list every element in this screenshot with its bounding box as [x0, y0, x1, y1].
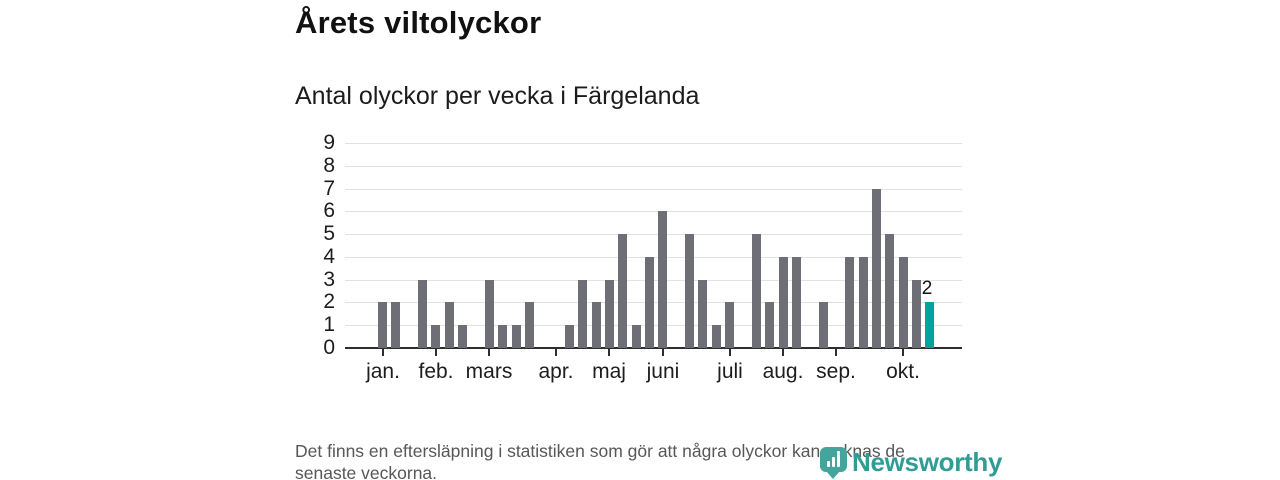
x-axis-tick-aug — [782, 349, 784, 356]
x-axis-tick-maj — [608, 349, 610, 356]
x-axis-tick-jan — [382, 349, 384, 356]
gridline-y8 — [345, 166, 962, 167]
x-axis-line — [345, 347, 962, 349]
bar-week-41 — [912, 280, 921, 348]
bar-week-32 — [791, 257, 801, 348]
x-axis-label-sep: sep. — [816, 360, 856, 383]
newsworthy-logo: Newsworthy — [818, 443, 1002, 480]
x-axis-label-maj: maj — [592, 360, 626, 383]
x-axis-label-mars: mars — [465, 360, 513, 383]
gridline-y6 — [345, 211, 962, 212]
y-tick-label-7: 7 — [323, 177, 335, 200]
bar-week-18 — [604, 280, 614, 348]
bar-week-17 — [591, 302, 601, 348]
bar-week-7 — [458, 325, 468, 348]
bar-week-4 — [418, 280, 428, 348]
y-tick-label-1: 1 — [323, 313, 335, 336]
chart-subtitle: Antal olyckor per vecka i Färgelanda — [295, 82, 700, 110]
map-pin-tip — [826, 471, 840, 479]
bar-week-11 — [511, 325, 521, 348]
x-axis-tick-okt — [902, 349, 904, 356]
y-tick-label-9: 9 — [323, 131, 335, 154]
bar-week-5 — [431, 325, 441, 348]
bar-week-30 — [765, 302, 775, 348]
y-tick-label-4: 4 — [323, 245, 335, 268]
page-title: Årets viltolyckor — [295, 5, 542, 40]
x-axis-tick-apr — [555, 349, 557, 356]
x-axis-tick-feb — [435, 349, 437, 356]
bar-week-24 — [685, 234, 695, 348]
bar-week-2 — [391, 302, 401, 348]
footnote-line: Det finns en eftersläpning i statistiken… — [295, 441, 905, 461]
x-axis-label-feb: feb. — [418, 360, 454, 383]
bar-week-29 — [751, 234, 761, 348]
bar-week-31 — [778, 257, 788, 348]
x-axis-label-juli: juli — [717, 360, 743, 383]
plot-area — [345, 143, 962, 349]
x-axis-tick-mars — [488, 349, 490, 356]
y-tick-label-3: 3 — [323, 268, 335, 291]
map-pin-barchart-icon — [820, 447, 847, 472]
x-axis-label-apr: apr. — [538, 360, 574, 383]
gridline-y7 — [345, 189, 962, 190]
y-tick-label-2: 2 — [323, 290, 335, 313]
bar-week-38 — [871, 189, 881, 348]
y-tick-label-6: 6 — [323, 199, 335, 222]
bar-week-6 — [444, 302, 454, 348]
bar-week-16 — [578, 280, 588, 348]
bar-week-36 — [845, 257, 855, 348]
bar-week-26 — [711, 325, 721, 348]
bar-week-15 — [564, 325, 574, 348]
bar-week-34 — [818, 302, 828, 348]
bar-week-27 — [725, 302, 735, 348]
gridline-y5 — [345, 234, 962, 235]
bar-week-19 — [618, 234, 628, 348]
bar-week-25 — [698, 280, 708, 348]
y-tick-label-0: 0 — [323, 336, 335, 359]
x-axis-label-juni: juni — [646, 360, 680, 383]
x-axis-tick-juni — [662, 349, 664, 356]
footnote-line: senaste veckorna. — [295, 463, 438, 480]
y-tick-label-8: 8 — [323, 154, 335, 177]
bar-week-22 — [658, 211, 668, 348]
bar-week-20 — [631, 325, 641, 348]
bar-week-37 — [858, 257, 868, 348]
bar-week-10 — [498, 325, 508, 348]
logo-wordmark: Newsworthy — [852, 447, 1003, 477]
bar-week-42 — [925, 302, 935, 348]
gridline-y9 — [345, 143, 962, 144]
x-axis-label-okt: okt. — [886, 360, 920, 383]
x-axis-tick-juli — [729, 349, 731, 356]
footnote: Det finns en eftersläpning i statistiken… — [295, 440, 905, 480]
latest-bar-value-label: 2 — [921, 278, 933, 299]
bar-week-12 — [524, 302, 534, 348]
bar-week-1 — [378, 302, 387, 348]
bar-week-21 — [645, 257, 654, 348]
x-axis-label-jan: jan. — [366, 360, 400, 383]
x-axis-tick-sep — [835, 349, 837, 356]
bar-week-40 — [898, 257, 908, 348]
x-axis-label-aug: aug. — [762, 360, 804, 383]
y-tick-label-5: 5 — [323, 222, 335, 245]
bar-week-39 — [885, 234, 895, 348]
bar-week-9 — [484, 280, 494, 348]
